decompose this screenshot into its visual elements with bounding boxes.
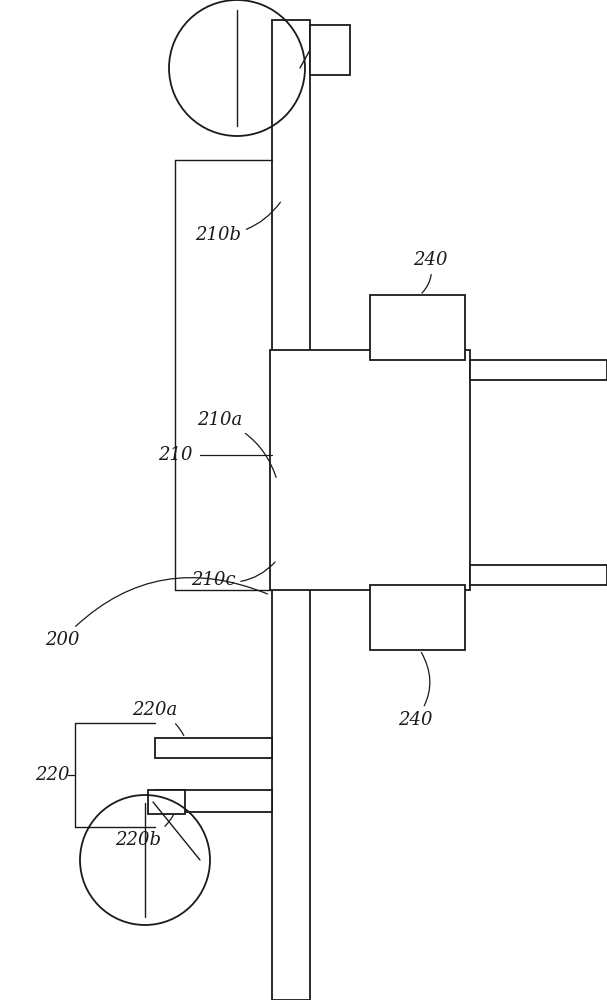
Bar — [470, 360, 607, 380]
Bar — [155, 738, 272, 758]
Text: 240: 240 — [413, 251, 447, 293]
Bar — [470, 565, 607, 585]
Text: 240: 240 — [398, 652, 432, 729]
Text: 210b: 210b — [195, 202, 280, 244]
Bar — [370, 295, 465, 360]
Bar — [148, 790, 185, 814]
Text: 210a: 210a — [197, 411, 276, 477]
Text: 210c: 210c — [191, 562, 275, 589]
Bar — [272, 20, 310, 1000]
Text: 220a: 220a — [132, 701, 184, 736]
Text: 210: 210 — [158, 446, 192, 464]
Bar — [310, 25, 350, 75]
Text: 200: 200 — [45, 578, 268, 649]
Bar — [370, 585, 465, 650]
Text: 220b: 220b — [115, 814, 174, 849]
Bar — [270, 350, 470, 590]
Text: 220: 220 — [35, 766, 69, 784]
Bar — [155, 790, 272, 812]
